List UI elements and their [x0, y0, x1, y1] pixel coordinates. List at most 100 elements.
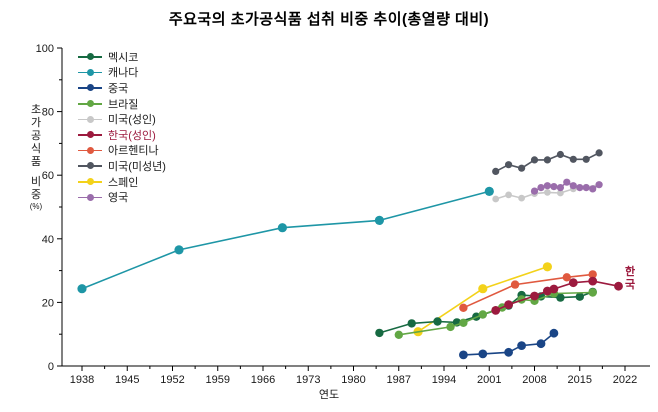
series-canada-point: [484, 186, 494, 196]
legend-marker-china: [78, 83, 102, 93]
series-mexico-point: [375, 328, 384, 338]
legend-label: 브라질: [108, 98, 139, 111]
series-mexico-point: [575, 292, 584, 301]
series-us-adult-point: [557, 189, 564, 197]
legend-item-us-adult: 미국(성인): [78, 111, 166, 127]
series-canada-point: [77, 284, 87, 294]
legend-marker-korea: [78, 130, 102, 140]
legend-dot: [86, 162, 94, 170]
series-china-point: [549, 328, 559, 338]
legend-item-brazil: 브라질: [78, 96, 166, 112]
legend-item-uk: 영국: [78, 189, 166, 205]
series-china-point: [536, 339, 546, 349]
legend-item-canada: 캐나다: [78, 65, 166, 81]
series-argentina-line: [463, 273, 593, 309]
x-tick-label: 2008: [522, 374, 546, 386]
series-spain-point: [542, 262, 553, 272]
series-china-point: [504, 347, 513, 357]
series-korea-point: [588, 276, 598, 286]
legend-label: 아르헨티나: [108, 145, 159, 158]
series-canada-line: [81, 190, 490, 290]
legend-label: 영국: [108, 192, 129, 205]
series-canada-point: [374, 215, 384, 225]
legend-marker-mexico: [78, 52, 102, 62]
y-tick-label: 40: [42, 234, 54, 246]
x-tick-label: 2022: [613, 374, 637, 386]
y-label-char: 가: [30, 117, 42, 129]
series-argentina-point: [510, 280, 520, 289]
series-us-minor-point: [505, 161, 513, 169]
legend-dot: [86, 68, 94, 76]
series-brazil-point: [394, 330, 403, 339]
series-us-minor-point: [543, 156, 552, 164]
legend-dot: [86, 53, 94, 61]
series-korea-point: [491, 306, 501, 315]
legend-dot: [86, 131, 94, 139]
legend-dot: [86, 146, 94, 154]
series-uk-point: [543, 182, 552, 190]
y-tick-label: 60: [42, 170, 54, 182]
series-brazil-point: [478, 310, 487, 319]
legend-label: 스페인: [108, 176, 139, 189]
series-us-minor-point: [556, 150, 565, 159]
legend-item-argentina: 아르헨티나: [78, 143, 166, 159]
legend-marker-brazil: [78, 99, 102, 109]
series-uk-point: [550, 183, 558, 191]
series-uk-point: [530, 187, 539, 195]
legend-item-korea: 한국(성인): [78, 127, 166, 143]
series-us-adult-point: [492, 195, 500, 203]
series-uk-point: [563, 178, 571, 186]
series-us-minor-point: [530, 156, 539, 164]
x-tick-label: 2015: [568, 374, 592, 386]
y-tick-label: 100: [36, 43, 54, 55]
series-korea-point: [614, 281, 623, 291]
y-label-char: 식: [30, 143, 42, 155]
korea-annotation: 한 국: [624, 266, 636, 291]
legend-label: 미국(성인): [108, 114, 156, 127]
x-tick-label: 2001: [477, 374, 501, 386]
series-mexico-point: [433, 317, 442, 326]
series-us-minor-point: [582, 155, 590, 163]
series-mexico-point: [556, 293, 565, 302]
series-korea-point: [504, 300, 513, 309]
series-china-point: [459, 350, 468, 360]
series-korea-point: [549, 284, 559, 294]
x-axis-label: 연도: [318, 389, 340, 401]
series-argentina-point: [459, 303, 468, 312]
y-label-unit: (%): [29, 202, 43, 211]
y-label-char: 중: [30, 189, 42, 201]
series-us-adult-point: [518, 194, 525, 202]
y-tick-label: 0: [48, 361, 54, 373]
x-tick-label: 1980: [341, 374, 365, 386]
series-uk-point: [537, 184, 545, 192]
series-canada-point: [174, 245, 184, 255]
x-tick-label: 1994: [432, 374, 456, 386]
legend-item-mexico: 멕시코: [78, 49, 166, 65]
legend-item-china: 중국: [78, 80, 166, 96]
y-label-char: 품: [30, 156, 42, 168]
series-uk-point: [569, 182, 577, 190]
x-tick-label: 1966: [251, 374, 275, 386]
x-tick-label: 1987: [387, 374, 411, 386]
legend-item-spain: 스페인: [78, 174, 166, 190]
legend-item-us-minor: 미국(미성년): [78, 158, 166, 174]
legend-dot: [86, 115, 94, 123]
series-china-point: [517, 341, 526, 350]
y-label-char: 초: [30, 104, 42, 116]
legend-marker-uk: [78, 192, 102, 202]
series-argentina-point: [562, 273, 571, 282]
y-label-char: 비: [30, 176, 42, 188]
y-tick-label: 80: [42, 107, 54, 119]
series-uk-point: [556, 184, 565, 192]
chart-title: 주요국의 초가공식품 섭취 비중 추이(총열량 대비): [168, 11, 490, 28]
x-tick-label: 1945: [115, 374, 139, 386]
series-spain-point: [478, 284, 488, 294]
series-us-minor-point: [518, 164, 526, 172]
series-uk-point: [576, 184, 584, 192]
legend-label: 캐나다: [108, 67, 139, 80]
legend-dot: [86, 178, 94, 186]
series-korea-point: [568, 278, 578, 288]
legend-marker-spain: [78, 177, 102, 187]
